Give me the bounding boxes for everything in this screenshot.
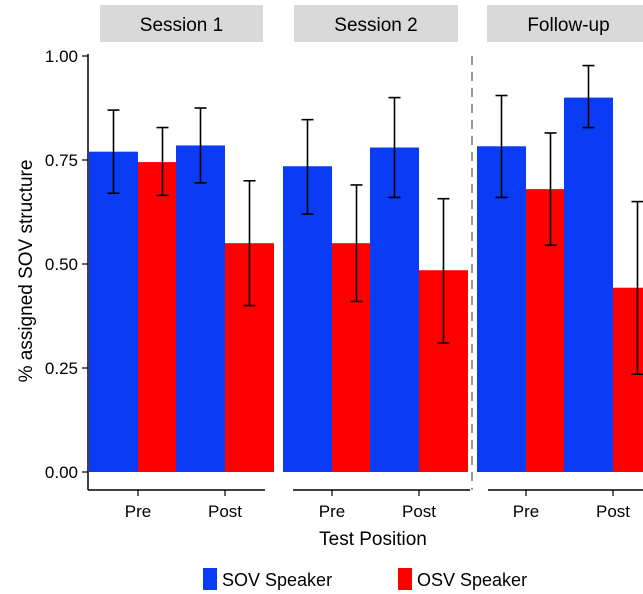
facet-strip	[294, 5, 458, 42]
facet-panel: Follow-up Pre Post	[477, 5, 643, 521]
facet-title: Follow-up	[527, 15, 609, 36]
x-axis-label: Test Position	[319, 529, 427, 550]
x-tick-label: Pre	[513, 502, 539, 521]
facet-strip	[487, 5, 643, 42]
x-tick-label: Post	[208, 502, 242, 521]
y-tick-label: 1.00	[45, 47, 78, 66]
facet-strip	[100, 5, 263, 42]
bar	[176, 145, 225, 472]
bar	[370, 147, 419, 472]
y-tick-label: 0.50	[45, 255, 78, 274]
x-tick-label: Pre	[125, 502, 151, 521]
facet-title: Session 1	[140, 15, 223, 36]
bar	[283, 166, 332, 473]
facet-panel: Session 2 Pre Post	[283, 5, 470, 521]
y-tick-label: 0.25	[45, 359, 78, 378]
legend-swatch	[398, 568, 412, 590]
x-tick-label: Post	[596, 502, 630, 521]
facet-title: Session 2	[334, 15, 417, 36]
facet-panel: Session 1 Pre Post	[88, 5, 274, 521]
y-axis-label: % assigned SOV structure	[16, 160, 37, 383]
legend-label: SOV Speaker	[222, 570, 332, 590]
y-tick-label: 0.75	[45, 151, 78, 170]
bar	[564, 97, 613, 472]
legend-label: OSV Speaker	[417, 570, 527, 590]
x-tick-label: Post	[402, 502, 436, 521]
legend-swatch	[203, 568, 217, 590]
bar	[477, 146, 526, 472]
y-axis: 0.00 0.25 0.50 0.75 1.00	[45, 47, 89, 490]
x-tick-label: Pre	[319, 502, 345, 521]
legend: SOV Speaker OSV Speaker	[203, 568, 527, 590]
bar	[89, 151, 138, 472]
y-tick-label: 0.00	[45, 463, 78, 482]
bar	[613, 287, 643, 472]
